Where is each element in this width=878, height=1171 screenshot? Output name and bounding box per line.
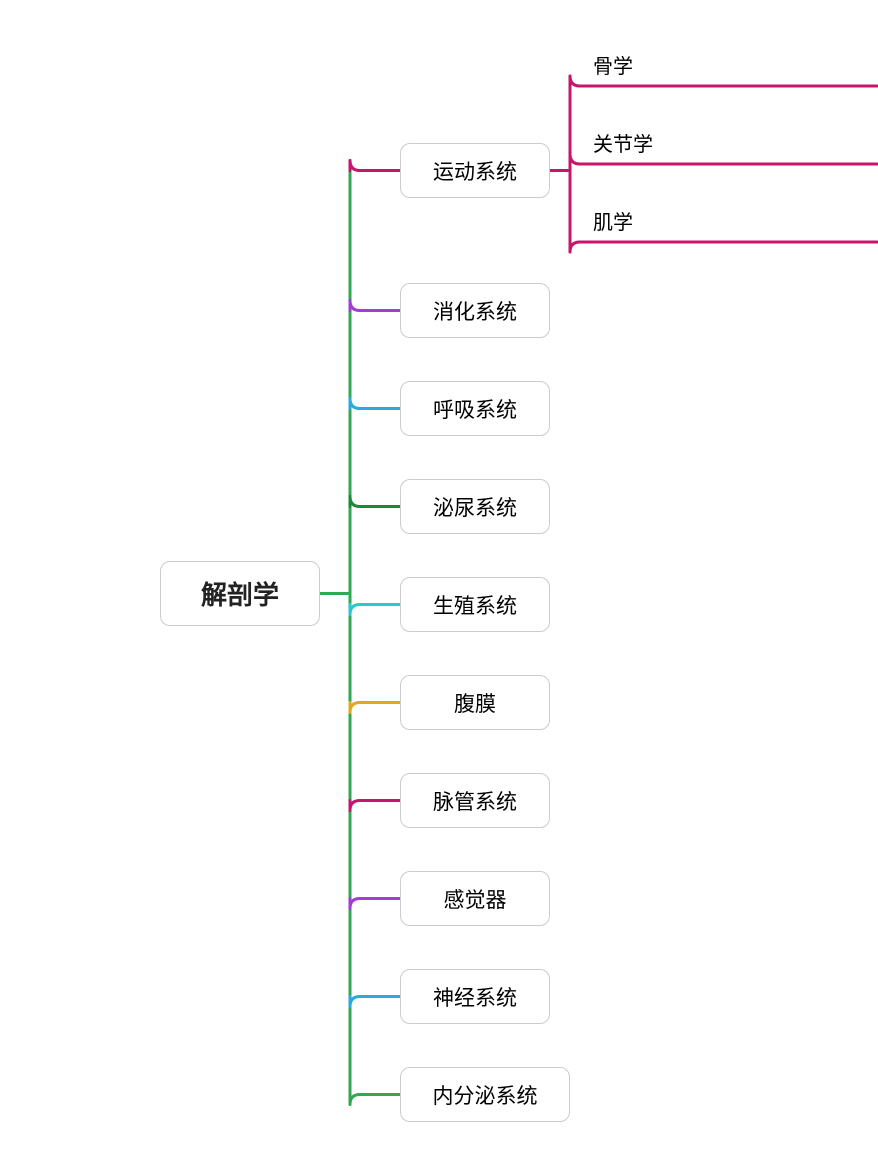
level1-node[interactable]: 腹膜 bbox=[400, 675, 550, 730]
level1-label: 生殖系统 bbox=[433, 590, 517, 620]
root-label: 解剖学 bbox=[201, 575, 279, 612]
level2-text: 肌学 bbox=[593, 212, 633, 234]
level1-label: 运动系统 bbox=[433, 156, 517, 186]
level1-label: 内分泌系统 bbox=[433, 1080, 538, 1110]
level1-label: 神经系统 bbox=[433, 982, 517, 1012]
level2-label[interactable]: 肌学 bbox=[593, 206, 633, 235]
level1-node[interactable]: 生殖系统 bbox=[400, 577, 550, 632]
level1-label: 泌尿系统 bbox=[433, 492, 517, 522]
level1-node[interactable]: 感觉器 bbox=[400, 871, 550, 926]
level1-node[interactable]: 消化系统 bbox=[400, 283, 550, 338]
level2-text: 关节学 bbox=[593, 134, 653, 156]
root-node[interactable]: 解剖学 bbox=[160, 561, 320, 626]
level1-label: 腹膜 bbox=[454, 688, 496, 718]
level1-label: 脉管系统 bbox=[433, 786, 517, 816]
level2-text: 骨学 bbox=[593, 56, 633, 78]
level1-node[interactable]: 泌尿系统 bbox=[400, 479, 550, 534]
level1-node[interactable]: 脉管系统 bbox=[400, 773, 550, 828]
level1-label: 消化系统 bbox=[433, 296, 517, 326]
level2-label[interactable]: 关节学 bbox=[593, 128, 653, 157]
level1-label: 感觉器 bbox=[444, 884, 507, 914]
level1-node[interactable]: 内分泌系统 bbox=[400, 1067, 570, 1122]
level1-label: 呼吸系统 bbox=[433, 394, 517, 424]
level1-node[interactable]: 神经系统 bbox=[400, 969, 550, 1024]
level2-label[interactable]: 骨学 bbox=[593, 50, 633, 79]
level1-node[interactable]: 呼吸系统 bbox=[400, 381, 550, 436]
level1-node[interactable]: 运动系统 bbox=[400, 143, 550, 198]
